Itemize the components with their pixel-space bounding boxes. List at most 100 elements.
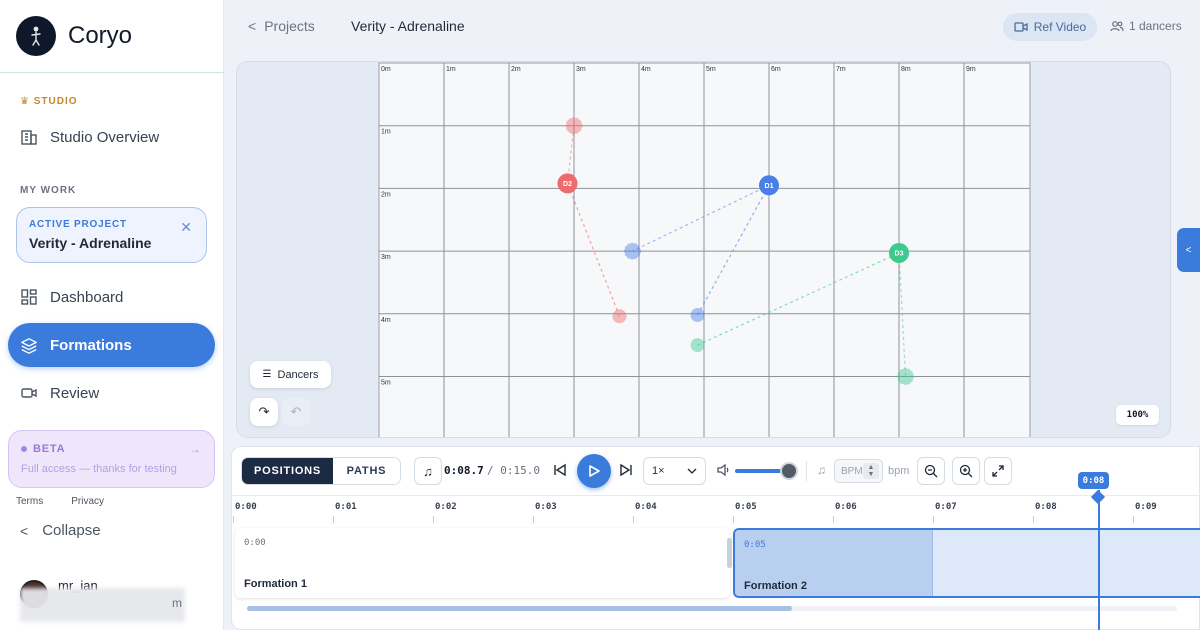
timeline-panel: POSITIONS PATHS ♫ 0:08.7 / 0:15.0 1× ♫ B…: [231, 446, 1200, 630]
zoom-in-icon: [959, 464, 973, 478]
dancer-marker: [557, 173, 578, 194]
collapse-button[interactable]: < Collapse: [20, 522, 101, 539]
volume-icon[interactable]: [716, 463, 731, 482]
list-icon: ☰: [262, 369, 272, 380]
dancers-button[interactable]: ☰ Dancers: [250, 361, 331, 388]
layers-icon: [20, 336, 38, 354]
play-icon: [589, 465, 600, 477]
beta-text: Full access — thanks for testing: [21, 463, 177, 475]
tab-positions[interactable]: POSITIONS: [242, 458, 333, 484]
dancer-path: [696, 184, 770, 316]
zoom-in-button[interactable]: [952, 457, 980, 485]
dancer-ghost: [690, 308, 705, 323]
formation-clip-selected[interactable]: 0:05 Formation 2: [733, 528, 1200, 598]
building-icon: [20, 128, 38, 146]
play-button[interactable]: [577, 454, 611, 488]
undo-icon: ↶: [290, 404, 302, 419]
speed-select[interactable]: 1×: [643, 457, 706, 485]
dancer-ghost: [565, 117, 583, 135]
ref-video-button[interactable]: Ref Video: [1003, 13, 1097, 41]
active-project-label: ACTIVE PROJECT: [29, 219, 127, 230]
playhead-time-badge: 0:08: [1078, 472, 1109, 489]
dancer-ghost: [612, 309, 627, 324]
redacted-email: [20, 588, 185, 622]
sidebar-item-studio-overview[interactable]: Studio Overview: [8, 115, 215, 159]
sidebar-item-dashboard[interactable]: Dashboard: [8, 275, 215, 319]
time-ruler[interactable]: 0:00 0:01 0:02 0:03 0:04 0:05 0:06 0:07 0:08 0:09: [232, 495, 1200, 523]
grid-label-x: 3m: [576, 66, 586, 73]
tab-paths[interactable]: PATHS: [333, 458, 400, 484]
stage-canvas[interactable]: 0m 1m 2m 3m 4m 5m 6m 7m 8m 9m 1m 2m 3m 4m 5m D1 D2 D3 ☰ D…: [236, 61, 1171, 438]
active-project-card[interactable]: ACTIVE PROJECT Verity - Adrenaline ✕: [16, 207, 207, 263]
timeline-controls: POSITIONS PATHS ♫ 0:08.7 / 0:15.0 1× ♫ B…: [232, 447, 1200, 495]
dancer-marker: [889, 242, 909, 263]
dancers-count[interactable]: 1 dancers: [1110, 19, 1182, 33]
user-email: m: [172, 596, 182, 610]
privacy-link[interactable]: Privacy: [71, 496, 105, 507]
beta-card[interactable]: BETA Full access — thanks for testing →: [8, 430, 215, 488]
bpm-unit: bpm: [888, 465, 910, 477]
logo-icon: [16, 16, 56, 56]
time-tick-label: 0:00: [235, 502, 257, 512]
app-name: Coryo: [68, 22, 133, 49]
dancer-path: [697, 252, 900, 346]
terms-link[interactable]: Terms: [16, 496, 44, 507]
formation-clip[interactable]: 0:00 Formation 1: [235, 528, 732, 598]
time-tick-label: 0:04: [635, 502, 657, 512]
expand-panel-tab[interactable]: <: [1177, 228, 1200, 272]
current-time: 0:08.7: [444, 464, 484, 477]
time-tick: [733, 516, 734, 523]
volume-slider-knob[interactable]: [780, 462, 798, 480]
grid-label-y: 2m: [381, 191, 391, 198]
bpm-input[interactable]: BPM ▲ ▼: [834, 459, 883, 483]
time-tick-label: 0:08: [1035, 502, 1057, 512]
dancer-ghost: [897, 368, 914, 385]
dancer-path: [632, 184, 770, 252]
time-tick-label: 0:07: [935, 502, 957, 512]
chevron-left-icon: <: [20, 522, 29, 539]
stage-grid[interactable]: 0m 1m 2m 3m 4m 5m 6m 7m 8m 9m 1m 2m 3m 4m 5m D1 D2 D3: [237, 62, 1171, 438]
divider: [806, 461, 807, 481]
sidebar-item-formations[interactable]: Formations: [8, 323, 215, 367]
music-button[interactable]: ♫: [414, 457, 442, 485]
zoom-out-icon: [924, 464, 938, 478]
skip-forward-icon: [620, 463, 632, 477]
close-icon[interactable]: ✕: [180, 219, 192, 235]
bpm-stepper[interactable]: ▲ ▼: [863, 463, 879, 479]
skip-back-button[interactable]: [553, 463, 567, 480]
playhead[interactable]: [1098, 490, 1100, 630]
redo-button[interactable]: ↷: [250, 398, 278, 426]
undo-button[interactable]: ↶: [282, 398, 310, 426]
clip-start-time: 0:00: [244, 538, 266, 548]
fullscreen-button[interactable]: [984, 457, 1012, 485]
dancer-path: [566, 125, 575, 184]
user-profile[interactable]: mr_ian m: [20, 578, 200, 622]
formation-clips: 0:00 Formation 1 0:05 Formation 2: [232, 525, 1200, 601]
arrow-right-icon: →: [189, 442, 201, 456]
music-icon: ♫: [423, 463, 433, 479]
time-tick-label: 0:06: [835, 502, 857, 512]
timeline-scrollbar[interactable]: [247, 606, 1177, 611]
time-tick: [333, 516, 334, 523]
time-tick-label: 0:03: [535, 502, 557, 512]
logo[interactable]: Coryo: [16, 16, 132, 56]
clip-resize-handle[interactable]: [727, 538, 732, 568]
total-time: / 0:15.0: [487, 464, 540, 477]
volume-slider-track[interactable]: [735, 469, 787, 473]
zoom-out-button[interactable]: [917, 457, 945, 485]
scrollbar-thumb[interactable]: [247, 606, 792, 611]
video-icon: [20, 384, 38, 402]
zoom-level[interactable]: 100%: [1116, 405, 1159, 425]
dancer-marker: [759, 175, 779, 196]
grid-label-y: 5m: [381, 380, 391, 387]
breadcrumb-back[interactable]: < Projects: [248, 18, 315, 34]
grid-label-x: 7m: [836, 66, 846, 73]
redo-icon: ↷: [258, 404, 270, 419]
video-icon: [1014, 22, 1028, 32]
logo-divider: [0, 72, 224, 73]
dancer-ghost: [624, 242, 641, 260]
top-bar: < Projects Verity - Adrenaline Ref Video…: [224, 0, 1200, 54]
grid-label-x: 0m: [381, 66, 391, 73]
sidebar-item-review[interactable]: Review: [8, 371, 215, 415]
skip-forward-button[interactable]: [619, 463, 633, 480]
